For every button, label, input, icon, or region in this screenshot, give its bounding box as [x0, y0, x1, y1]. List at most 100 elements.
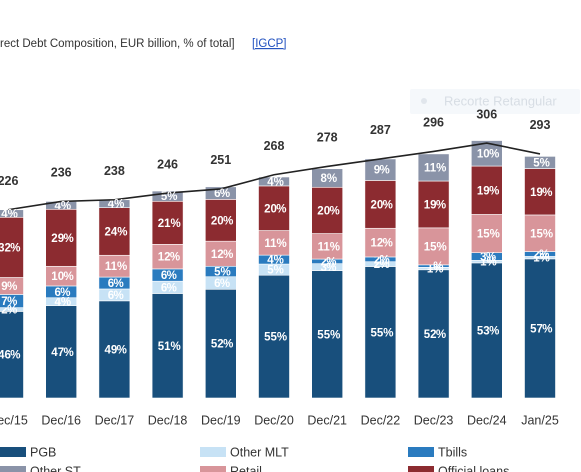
percent-sign: %: [436, 162, 446, 174]
segment-label: 11: [318, 241, 331, 253]
legend-swatch: [408, 447, 434, 457]
x-tick-label: Dec/17: [95, 413, 135, 427]
legend-label: Official loans: [438, 464, 509, 472]
segment-label: 4: [54, 297, 61, 309]
segment-label: 20: [211, 215, 224, 227]
segment-label: 4: [1, 209, 8, 221]
bar-segment: [311, 233, 344, 260]
legend-swatch: [200, 447, 226, 457]
total-label: 268: [264, 139, 285, 153]
segment-label: 4: [108, 199, 115, 211]
overlay-dot: [421, 98, 427, 104]
bar-segment: [258, 230, 290, 256]
percent-sign: %: [486, 257, 496, 269]
segment-label: 12: [158, 252, 171, 264]
segment-label: 57: [530, 323, 543, 335]
segment-label: 29: [51, 233, 64, 245]
bar-segment: [417, 153, 450, 182]
percent-sign: %: [167, 270, 177, 282]
x-tick-label: Dec/15: [0, 413, 28, 427]
percent-sign: %: [329, 205, 339, 217]
percent-sign: %: [113, 278, 123, 290]
segment-label: 8: [320, 173, 327, 185]
segment-label: 6: [214, 188, 220, 200]
segment-label: 5: [214, 267, 221, 279]
segment-label: 10: [477, 148, 490, 160]
percent-sign: %: [379, 254, 389, 266]
percent-sign: %: [274, 255, 284, 267]
bar-segment: [258, 185, 290, 231]
percent-sign: %: [489, 148, 499, 160]
percent-sign: %: [7, 305, 17, 317]
percent-sign: %: [63, 233, 73, 245]
percent-sign: %: [170, 252, 180, 264]
percent-sign: %: [60, 287, 70, 299]
percent-sign: %: [542, 323, 552, 335]
segment-label: 20: [264, 203, 277, 215]
percent-sign: %: [167, 282, 177, 294]
segment-label: 1: [427, 264, 434, 276]
bar-segment: [45, 305, 78, 399]
segment-label: 11: [105, 261, 118, 273]
percent-sign: %: [543, 228, 553, 240]
segment-label: 10: [51, 271, 64, 283]
percent-sign: %: [330, 329, 340, 341]
segment-label: 24: [105, 226, 118, 238]
segment-label: 2: [533, 249, 539, 261]
total-label: 278: [317, 131, 338, 145]
percent-sign: %: [220, 267, 230, 279]
x-tick-label: Dec/21: [307, 413, 347, 427]
bar-segment: [98, 207, 131, 256]
bar-segment: [151, 200, 184, 245]
percent-sign: %: [540, 158, 550, 170]
source-link[interactable]: [IGCP]: [252, 38, 287, 50]
segment-label: 4: [267, 176, 274, 188]
percent-sign: %: [8, 209, 18, 221]
segment-label: 2: [320, 256, 326, 268]
segment-label: 3: [480, 252, 486, 264]
bar-segment: [258, 274, 290, 399]
percent-sign: %: [486, 252, 496, 264]
total-label: 293: [530, 118, 551, 132]
legend-label: Retail: [230, 464, 262, 472]
total-label: 251: [210, 153, 231, 167]
bar-segment: [258, 176, 290, 187]
bar-segment: [417, 227, 450, 266]
x-tick-label: Dec/18: [148, 413, 188, 427]
bar-segment: [311, 270, 344, 399]
total-label: 238: [104, 164, 125, 178]
bar-segment: [205, 288, 237, 399]
segment-label: 12: [211, 249, 224, 261]
total-label: 287: [370, 123, 391, 137]
percent-sign: %: [433, 264, 443, 276]
segment-label: 6: [108, 290, 114, 302]
bar-segment: [364, 266, 397, 399]
segment-label: 55: [264, 332, 277, 344]
bar-segment: [417, 269, 450, 399]
percent-sign: %: [436, 241, 446, 253]
segment-label: 2: [374, 259, 380, 271]
percent-sign: %: [379, 259, 389, 271]
bar-segment: [524, 156, 556, 169]
percent-sign: %: [63, 347, 73, 359]
x-tick-label: Dec/19: [201, 413, 241, 427]
overlay-label: Recorte Retangular: [444, 93, 557, 108]
percent-sign: %: [540, 253, 550, 265]
percent-sign: %: [113, 290, 123, 302]
percent-sign: %: [63, 271, 73, 283]
percent-sign: %: [539, 249, 549, 261]
bar-segment: [524, 258, 556, 399]
percent-sign: %: [117, 344, 127, 356]
segment-label: 4: [267, 255, 274, 267]
segment-label: 5: [267, 265, 274, 277]
percent-sign: %: [383, 238, 393, 250]
segment-label: 5: [533, 158, 540, 170]
segment-label: 6: [161, 282, 167, 294]
percent-sign: %: [61, 297, 71, 309]
percent-sign: %: [170, 341, 180, 353]
percent-sign: %: [117, 226, 127, 238]
segment-label: 6: [161, 270, 167, 282]
segment-label: 55: [317, 329, 330, 341]
percent-sign: %: [433, 261, 443, 273]
segment-label: 19: [424, 199, 437, 211]
